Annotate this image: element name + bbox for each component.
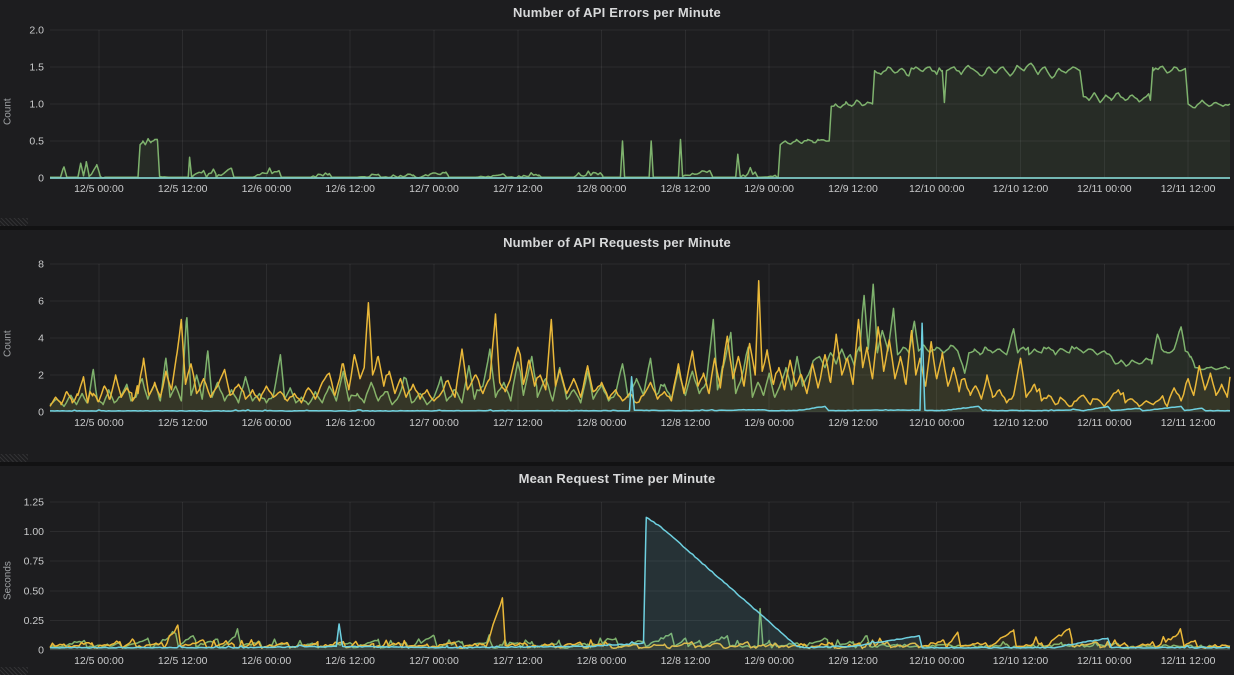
panel-body: Count 0 2 4 6 8 12/5 00:00 12/5 12:00 12/6 00:0… [0,256,1234,432]
series-meantime-yellow-area [50,597,1230,650]
series-requests-green-area [50,284,1230,412]
panel-title-api-errors[interactable]: Number of API Errors per Minute [513,5,721,20]
series-meantime-cyan-area [50,517,1230,650]
series-requests-cyan-line [50,322,1231,412]
x-tick-label: 12/5 00:00 [74,417,124,429]
x-tick-label: 12/7 12:00 [493,417,543,429]
y-tick-label: 4 [38,333,44,345]
x-tick-label: 12/11 12:00 [1161,417,1216,429]
panel-title-api-requests[interactable]: Number of API Requests per Minute [503,235,731,250]
x-tick-label: 12/7 12:00 [493,183,543,195]
x-tick-label: 12/11 12:00 [1161,655,1216,667]
y-tick-label: 0 [38,645,44,657]
x-tick-label: 12/6 00:00 [242,417,292,429]
x-tick-label: 12/5 12:00 [158,417,208,429]
y-tick-label: 0.25 [24,615,45,627]
y-axis-label-seconds: Seconds [2,561,14,601]
panel-body: Seconds 0 0.25 0.50 0.75 1.00 1.25 12/5 00:00 1… [0,492,1234,670]
x-tick-label: 12/8 00:00 [577,417,627,429]
x-tick-label: 12/5 00:00 [74,655,124,667]
y-tick-label: 1.25 [24,497,45,509]
panel-resize-handle[interactable] [0,667,28,675]
x-tick-label: 12/9 12:00 [828,655,878,667]
panel-resize-handle[interactable] [0,218,28,226]
y-tick-label: 8 [38,259,44,271]
x-tick-label: 12/5 12:00 [158,183,208,195]
series-meantime-cyan-line [49,516,1231,649]
x-tick-label: 12/11 00:00 [1077,655,1132,667]
x-tick-label: 12/10 00:00 [909,183,965,195]
y-tick-label: 6 [38,296,44,308]
x-tick-label: 12/10 12:00 [993,417,1049,429]
y-tick-label: 2.0 [29,26,44,37]
y-tick-label: 0 [38,173,44,185]
x-tick-label: 12/9 12:00 [828,183,878,195]
timeseries-chart-api-errors[interactable]: 0 0.5 1.0 1.5 2.0 12/5 00:00 12/5 12:00 12/6 00… [16,26,1234,198]
x-tick-label: 12/6 12:00 [325,655,375,667]
x-tick-label: 12/11 12:00 [1161,183,1216,195]
x-tick-label: 12/9 12:00 [828,417,878,429]
x-tick-label: 12/9 00:00 [744,417,794,429]
y-tick-label: 1.00 [24,526,45,538]
x-tick-label: 12/8 12:00 [661,417,711,429]
y-tick-label: 0.50 [24,585,45,597]
x-tick-label: 12/7 12:00 [493,655,543,667]
y-tick-label: 1.5 [29,62,44,74]
x-tick-label: 12/10 00:00 [909,655,965,667]
series-requests-yellow-area [50,280,1230,412]
y-tick-label: 0.5 [29,136,44,148]
series-errors-green-area [50,63,1230,178]
x-tick-label: 12/6 12:00 [325,183,375,195]
x-tick-label: 12/11 00:00 [1077,183,1132,195]
y-tick-label: 0.75 [24,556,45,568]
panel-resize-handle[interactable] [0,454,28,462]
y-tick-label: 2 [38,370,44,382]
x-tick-label: 12/8 12:00 [661,183,711,195]
panel-mean-request-time: Mean Request Time per Minute Seconds 0 0.… [0,466,1234,675]
x-tick-label: 12/9 00:00 [744,655,794,667]
x-tick-label: 12/10 12:00 [993,183,1049,195]
x-tick-label: 12/5 12:00 [158,655,208,667]
x-tick-label: 12/9 00:00 [744,183,794,195]
x-tick-label: 12/8 00:00 [577,183,627,195]
y-tick-label: 1.0 [29,99,44,111]
x-tick-label: 12/7 00:00 [409,655,459,667]
x-tick-label: 12/6 00:00 [242,655,292,667]
panel-title-mean-request-time[interactable]: Mean Request Time per Minute [518,471,716,486]
timeseries-chart-api-requests[interactable]: 0 2 4 6 8 12/5 00:00 12/5 12:00 12/6 00:00 12/6 … [16,256,1234,432]
x-tick-label: 12/7 00:00 [409,183,459,195]
series-requests-green-line [49,283,1230,408]
x-tick-label: 12/8 00:00 [577,655,627,667]
y-axis-label-count: Count [2,98,14,126]
timeseries-chart-mean-request-time[interactable]: 0 0.25 0.50 0.75 1.00 1.25 12/5 00:00 12/5 12:0… [16,492,1234,670]
x-tick-label: 12/11 00:00 [1077,417,1132,429]
x-tick-label: 12/6 00:00 [242,183,292,195]
x-tick-label: 12/7 00:00 [409,417,459,429]
x-tick-label: 12/10 12:00 [993,655,1049,667]
panel-body: Count 0 0.5 1.0 1.5 2.0 12/5 00:00 12/5 12:00 1… [0,26,1234,198]
panel-api-requests-per-minute: Number of API Requests per Minute Count … [0,230,1234,462]
x-tick-label: 12/8 12:00 [661,655,711,667]
x-tick-label: 12/5 00:00 [74,183,124,195]
y-tick-label: 0 [38,407,44,419]
series-requests-yellow-line [49,279,1231,408]
x-tick-label: 12/10 00:00 [909,417,965,429]
y-axis-label-count: Count [2,330,14,358]
x-tick-label: 12/6 12:00 [325,417,375,429]
